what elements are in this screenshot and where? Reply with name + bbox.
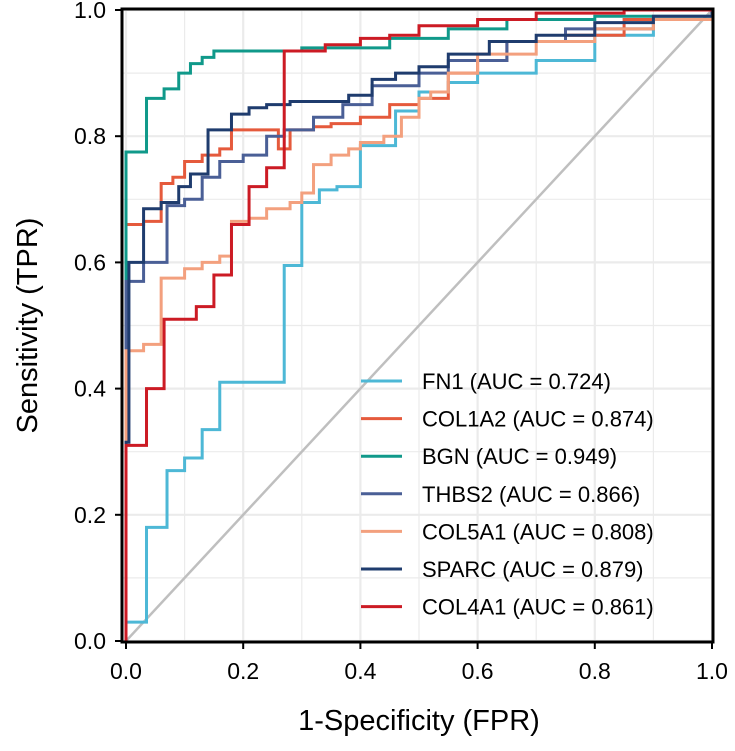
roc-curve-fn1 (124, 10, 714, 641)
y-tick-label: 0.8 (74, 123, 106, 149)
legend: FN1 (AUC = 0.724) COL1A2 (AUC = 0.874) BGN… (361, 369, 654, 620)
x-tick-label: 0.6 (462, 658, 494, 684)
x-tick-label: 1.0 (696, 658, 728, 684)
ticks-layer: 0.0 0.2 0.4 0.6 0.8 1.0 0.0 0.2 0.4 0.6 0.8 1.0 (74, 0, 728, 684)
y-tick-label: 0.2 (74, 502, 106, 528)
plot-border (120, 7, 715, 644)
x-tick-label: 0.8 (579, 658, 611, 684)
legend-label-bgn: BGN (AUC = 0.949) (422, 444, 617, 469)
legend-label-col1a2: COL1A2 (AUC = 0.874) (422, 407, 654, 432)
x-axis-title: 1-Specificity (FPR) (298, 705, 540, 737)
y-tick-label: 0.4 (74, 376, 106, 402)
y-tick-label: 0.6 (74, 249, 106, 275)
roc-curve-col5a1 (124, 10, 714, 641)
diagonal-layer (125, 9, 713, 642)
legend-label-fn1: FN1 (AUC = 0.724) (422, 369, 611, 394)
legend-label-col5a1: COL5A1 (AUC = 0.808) (422, 519, 654, 544)
roc-curve-col4a1 (124, 8, 712, 641)
y-tick-label: 0.0 (74, 628, 106, 654)
chance-diagonal-line (125, 9, 713, 642)
roc-curve-bgn (124, 10, 714, 641)
legend-label-col4a1: COL4A1 (AUC = 0.861) (422, 595, 654, 620)
y-tick-label: 1.0 (74, 0, 106, 23)
series-layer (124, 8, 714, 641)
x-tick-label: 0.0 (110, 658, 142, 684)
x-tick-label: 0.4 (344, 658, 376, 684)
x-tick-label: 0.2 (227, 658, 259, 684)
legend-label-sparc: SPARC (AUC = 0.879) (422, 557, 644, 582)
legend-label-thbs2: THBS2 (AUC = 0.866) (422, 482, 640, 507)
y-axis-title: Sensitivity (TPR) (12, 218, 44, 434)
roc-curve-sparc (124, 10, 714, 641)
